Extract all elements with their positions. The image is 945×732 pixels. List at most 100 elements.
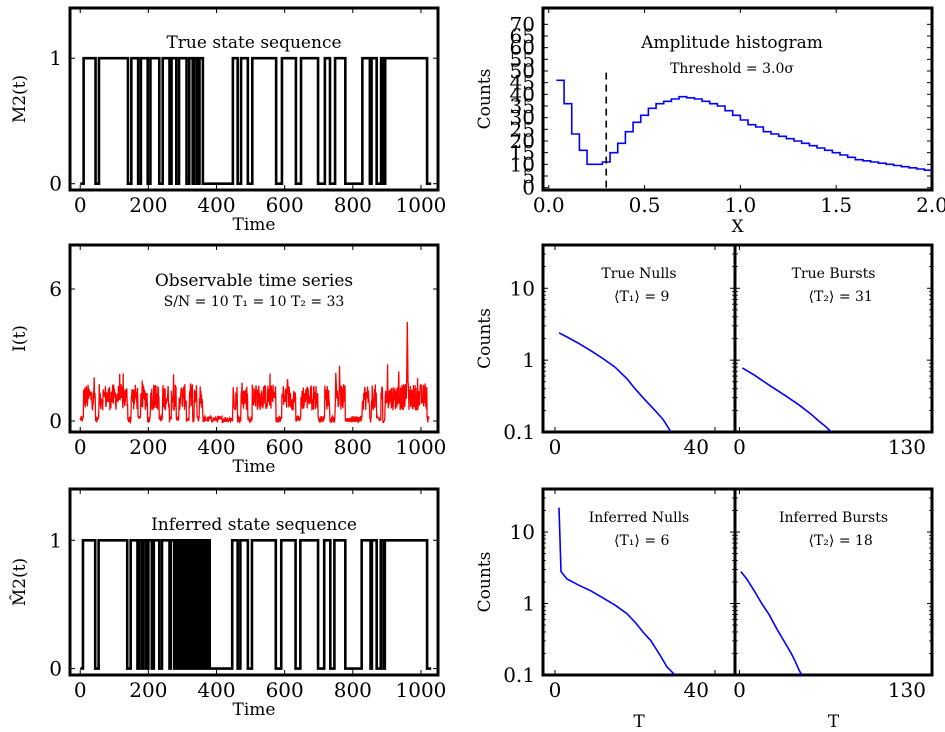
panel-mean: ⟨T₂⟩ = 18 bbox=[809, 533, 873, 549]
x-tick-label: 0.0 bbox=[533, 193, 565, 217]
y-tick-label: 40 bbox=[510, 82, 535, 106]
axes-frame bbox=[733, 243, 934, 434]
panel-title: True state sequence bbox=[166, 33, 341, 53]
panel-label: True Bursts bbox=[792, 266, 876, 282]
x-tick-label: 2.0 bbox=[916, 193, 945, 217]
y-tick-label: 10 bbox=[510, 152, 535, 176]
y-tick-label: 5 bbox=[522, 164, 535, 188]
x-tick-label: 0 bbox=[74, 678, 87, 702]
x-axis-label: Time bbox=[233, 457, 276, 477]
y-tick-label: 20 bbox=[510, 129, 535, 153]
axes-frame bbox=[68, 487, 440, 677]
y-tick-label: 0 bbox=[49, 409, 62, 433]
y-tick-label: 6 bbox=[49, 277, 62, 301]
y-axis-label: Counts bbox=[475, 308, 495, 369]
x-tick-label: 600 bbox=[266, 678, 304, 702]
x-tick-label: 800 bbox=[334, 678, 372, 702]
x-tick-label: 400 bbox=[197, 435, 235, 459]
panel-title: Inferred state sequence bbox=[151, 515, 357, 535]
panel-label: Inferred Bursts bbox=[779, 510, 888, 526]
y-tick-label: 35 bbox=[510, 94, 535, 118]
panel-label: Inferred Nulls bbox=[589, 510, 690, 526]
y-axis-label: Counts bbox=[475, 552, 495, 613]
y-tick-label: 65 bbox=[510, 24, 535, 48]
y-tick-label: 1 bbox=[522, 348, 535, 372]
panel-true_nulls: 0 40 0.1 1 10 Counts True Nulls ⟨T₁⟩ = 9 bbox=[475, 243, 737, 459]
x-tick-label: 600 bbox=[266, 435, 304, 459]
panel-inferred_bursts: 0 130 T Inferred Bursts ⟨T₂⟩ = 18 bbox=[733, 487, 934, 732]
y-tick-label: 0.1 bbox=[503, 420, 535, 444]
state-series-line bbox=[80, 539, 432, 670]
x-tick-label: 400 bbox=[197, 678, 235, 702]
panel-observable: 0 200 400 600 800 1000 0 6 Time I(t) Observable ti… bbox=[10, 243, 447, 477]
y-tick-label: 60 bbox=[510, 36, 535, 60]
y-tick-label: 0 bbox=[49, 657, 62, 681]
y-tick-label: 1 bbox=[49, 528, 62, 552]
panel-true_state: 0 200 400 600 800 1000 0 1 Time M2(t) True state s… bbox=[10, 6, 447, 235]
x-tick-label: 1000 bbox=[396, 678, 447, 702]
x-tick-label: 200 bbox=[129, 678, 167, 702]
x-tick-label: 200 bbox=[129, 435, 167, 459]
x-tick-label: 0.5 bbox=[629, 193, 661, 217]
x-axis-label: X bbox=[731, 217, 744, 237]
x-tick-label: 800 bbox=[334, 193, 372, 217]
y-tick-label: 70 bbox=[510, 12, 535, 36]
x-tick-label: 0 bbox=[74, 193, 87, 217]
x-tick-label: 40 bbox=[684, 435, 709, 459]
axes-frame bbox=[68, 6, 440, 192]
panel-mean: ⟨T₁⟩ = 6 bbox=[614, 533, 670, 549]
threshold-annotation: Threshold = 3.0σ bbox=[670, 61, 794, 77]
x-tick-label: 0 bbox=[733, 678, 746, 702]
panel-title: Amplitude histogram bbox=[640, 33, 823, 53]
axes-frame bbox=[68, 243, 440, 434]
dwell-time-line bbox=[741, 367, 832, 432]
state-series-line bbox=[80, 56, 432, 186]
x-tick-label: 1.0 bbox=[724, 193, 756, 217]
x-axis-label: Time bbox=[233, 215, 276, 235]
x-tick-label: 1000 bbox=[396, 435, 447, 459]
x-tick-label: 1.5 bbox=[820, 193, 852, 217]
axes-frame bbox=[541, 6, 934, 192]
y-tick-label: 0.1 bbox=[503, 663, 535, 687]
y-axis-label: M̂2(t) bbox=[10, 558, 30, 606]
y-tick-label: 50 bbox=[510, 59, 535, 83]
y-tick-label: 1 bbox=[522, 592, 535, 616]
y-tick-label: 45 bbox=[510, 71, 535, 95]
y-axis-label: Counts bbox=[475, 69, 495, 130]
x-tick-label: 130 bbox=[888, 678, 926, 702]
dwell-time-line bbox=[558, 507, 676, 675]
x-tick-label: 0 bbox=[74, 435, 87, 459]
x-tick-label: 1000 bbox=[396, 193, 447, 217]
y-tick-label: 10 bbox=[510, 520, 535, 544]
y-tick-label: 1 bbox=[49, 46, 62, 70]
x-axis-label: Time bbox=[233, 700, 276, 720]
x-tick-label: 800 bbox=[334, 435, 372, 459]
x-tick-label: 40 bbox=[684, 678, 709, 702]
x-tick-label: 600 bbox=[266, 193, 304, 217]
y-tick-label: 10 bbox=[510, 276, 535, 300]
panel-true_bursts: 0 130 True Bursts ⟨T₂⟩ = 31 bbox=[733, 243, 934, 459]
x-tick-label: 400 bbox=[197, 193, 235, 217]
axes-frame bbox=[733, 487, 934, 677]
y-axis-label: M2(t) bbox=[10, 75, 30, 123]
panel-mean: ⟨T₂⟩ = 31 bbox=[809, 289, 873, 305]
x-tick-label: 0 bbox=[733, 435, 746, 459]
y-tick-label: 55 bbox=[510, 47, 535, 71]
panel-inferred_state: 0 200 400 600 800 1000 0 1 Time M̂2(t) Inferred st… bbox=[10, 487, 447, 720]
x-tick-label: 0 bbox=[549, 435, 562, 459]
y-tick-label: 25 bbox=[510, 117, 535, 141]
y-tick-label: 0 bbox=[522, 176, 535, 200]
x-tick-label: 0 bbox=[549, 678, 562, 702]
dwell-time-line bbox=[740, 571, 803, 675]
x-axis-label: T bbox=[828, 712, 840, 732]
y-tick-label: 30 bbox=[510, 106, 535, 130]
histogram-step-line bbox=[556, 79, 932, 173]
panel-amplitude_hist: 0.0 0.5 1.0 1.5 2.0 0510152025303540455055606… bbox=[475, 6, 945, 237]
y-tick-label: 15 bbox=[510, 141, 535, 165]
panel-label: True Nulls bbox=[601, 266, 676, 282]
panel-inferred_nulls: 0 40 0.1 1 10 T Counts Inferred Nulls ⟨T₁⟩ = 6 bbox=[475, 487, 737, 732]
panel-title: Observable time series bbox=[155, 271, 353, 291]
x-tick-label: 130 bbox=[888, 435, 926, 459]
panel-subtitle: S/N = 10 T₁ = 10 T₂ = 33 bbox=[164, 294, 345, 310]
